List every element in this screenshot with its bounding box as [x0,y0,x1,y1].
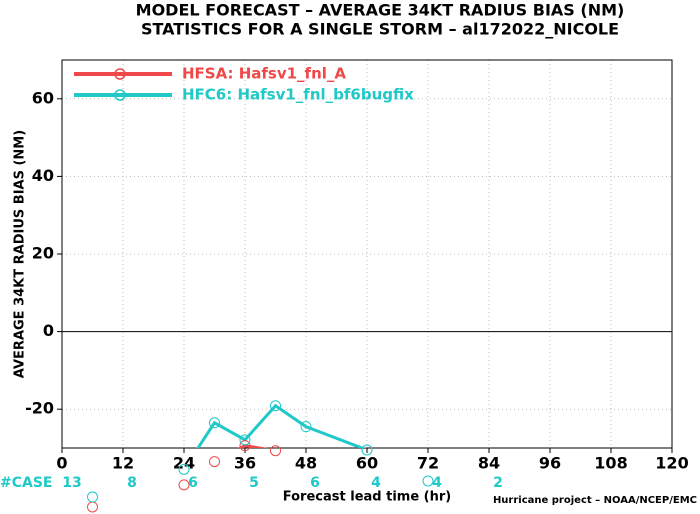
x-axis-label: Forecast lead time (hr) [283,490,451,505]
chart-title: MODEL FORECAST – AVERAGE 34KT RADIUS BIA… [136,1,625,20]
point [300,421,312,433]
x-tick-label: 48 [295,454,317,473]
plot-area [196,403,367,448]
point [87,491,98,503]
x-tick-label: 12 [112,454,134,473]
x-tick-label: 120 [655,454,688,473]
chart-subtitle: STATISTICS FOR A SINGLE STORM – al172022… [141,20,619,39]
point [178,463,190,475]
case-count: 5 [249,475,259,491]
x-tick-label: 108 [594,454,627,473]
point [239,440,251,452]
footer: Hurricane project – NOAA/NCEP/EMC [493,495,697,506]
x-tick-label: 36 [234,454,256,473]
case-count: 8 [127,475,137,491]
legend-label: HFC6: Hafsv1_fnl_bf6bugfix [182,86,414,104]
y-tick-label: 60 [32,88,54,107]
legend-label: HFSA: Hafsv1_fnl_A [182,65,346,83]
y-tick-label: 20 [32,244,54,263]
case-count: 6 [188,475,198,491]
x-tick-label: 72 [417,454,439,473]
case-count: 4 [432,475,442,491]
x-tick-label: 60 [356,454,378,473]
case-count: 2 [493,475,503,491]
point [270,445,281,457]
x-tick-label: 0 [56,454,67,473]
point [422,475,434,487]
point [239,434,251,446]
series-line [237,444,269,448]
case-count: 13 [62,475,81,491]
legend-marker [114,89,126,101]
case-count: 6 [310,475,320,491]
point [178,479,190,491]
y-tick-label: 40 [32,166,54,185]
point [270,400,281,412]
plot-frame [61,59,673,449]
legend-marker [114,68,126,80]
y-tick-label: -20 [25,399,54,418]
case-label: #CASE [0,475,53,491]
y-axis-label: AVERAGE 34KT RADIUS BIAS (NM) [13,130,28,378]
series-line [196,403,367,448]
point [87,501,98,513]
x-tick-label: 84 [478,454,500,473]
x-tick-label: 96 [539,454,561,473]
point [361,444,373,456]
y-tick-label: 0 [43,321,54,340]
point [209,456,220,468]
point [209,417,220,429]
x-tick-label: 24 [173,454,195,473]
case-count: 4 [371,475,381,491]
